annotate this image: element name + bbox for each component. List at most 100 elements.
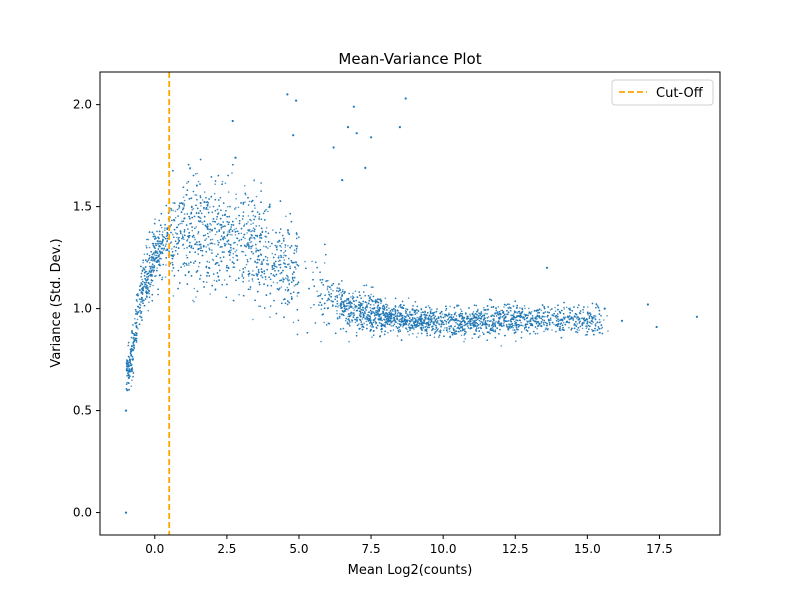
scatter-point (406, 319, 409, 322)
scatter-point (583, 322, 586, 324)
scatter-point (279, 263, 282, 266)
scatter-point (195, 194, 198, 196)
scatter-point (213, 192, 216, 195)
scatter-point (500, 309, 502, 312)
scatter-point (594, 329, 596, 332)
scatter-point (369, 325, 372, 327)
scatter-point (269, 245, 272, 248)
scatter-point (447, 317, 450, 320)
scatter-point (347, 308, 349, 311)
scatter-point (405, 308, 407, 310)
scatter-point (152, 244, 155, 247)
scatter-point (287, 279, 290, 282)
scatter-point (264, 278, 267, 281)
scatter-point (334, 295, 337, 298)
scatter-point (225, 266, 228, 269)
scatter-point (233, 228, 236, 231)
scatter-point (581, 327, 584, 330)
scatter-point (248, 239, 251, 242)
scatter-point (234, 208, 236, 210)
scatter-point (285, 215, 287, 218)
scatter-point (154, 275, 156, 278)
scatter-point (255, 251, 257, 253)
scatter-point (186, 264, 188, 266)
scatter-point (587, 321, 589, 323)
scatter-point (153, 266, 155, 269)
scatter-point (197, 253, 200, 255)
scatter-point (255, 272, 258, 275)
scatter-point (461, 315, 464, 318)
scatter-point (434, 328, 436, 331)
scatter-point (191, 229, 194, 232)
scatter-point (557, 324, 559, 326)
scatter-point (587, 306, 589, 308)
scatter-point (437, 322, 439, 324)
scatter-point (258, 235, 261, 237)
scatter-point (530, 324, 532, 327)
scatter-point (372, 311, 375, 314)
scatter-point (208, 247, 210, 249)
scatter-point (593, 315, 595, 317)
scatter-point (326, 288, 329, 291)
scatter-point (183, 238, 185, 241)
scatter-point (134, 313, 137, 315)
scatter-point (446, 327, 448, 329)
scatter-point (523, 305, 526, 307)
scatter-point (234, 250, 236, 253)
scatter-point (522, 325, 524, 327)
scatter-point (351, 314, 353, 316)
scatter-point (176, 208, 179, 211)
scatter-point (434, 315, 437, 318)
scatter-point (359, 312, 362, 315)
scatter-point (330, 293, 333, 295)
scatter-point (199, 220, 202, 222)
scatter-point (177, 269, 180, 272)
scatter-point (161, 231, 164, 233)
scatter-point (327, 322, 330, 325)
scatter-point (533, 310, 536, 312)
scatter-point (545, 327, 547, 329)
scatter-point (363, 284, 365, 287)
scatter-point (285, 266, 288, 268)
scatter-point (481, 331, 484, 334)
scatter-point (172, 295, 175, 297)
scatter-point (156, 256, 158, 259)
scatter-point (200, 212, 203, 215)
scatter-point (316, 290, 318, 293)
scatter-point (140, 272, 143, 275)
scatter-point (292, 321, 295, 324)
scatter-point (356, 296, 359, 298)
scatter-point (248, 228, 251, 231)
scatter-point (212, 218, 215, 220)
scatter-point (161, 276, 164, 279)
scatter-point (487, 316, 490, 318)
scatter-point (141, 319, 143, 321)
scatter-point (160, 226, 163, 229)
scatter-point (392, 310, 394, 312)
scatter-point (352, 292, 354, 295)
scatter-point (283, 251, 285, 254)
scatter-point (145, 246, 148, 249)
scatter-point (568, 326, 570, 329)
scatter-point (153, 265, 156, 267)
scatter-point (271, 252, 274, 255)
scatter-point (212, 220, 214, 223)
scatter-point (343, 300, 346, 302)
scatter-point (272, 274, 275, 276)
scatter-point (397, 322, 399, 325)
scatter-point (392, 325, 395, 327)
scatter-point (469, 315, 472, 317)
scatter-point (412, 313, 414, 316)
scatter-point (283, 237, 285, 240)
scatter-point (192, 299, 194, 302)
scatter-point (595, 303, 598, 306)
scatter-point (600, 314, 602, 317)
scatter-point (444, 327, 446, 329)
scatter-point (477, 308, 479, 311)
scatter-point (132, 342, 134, 344)
scatter-point (194, 173, 197, 175)
scatter-point (411, 317, 414, 319)
scatter-point (531, 315, 534, 317)
scatter-point (255, 247, 257, 250)
scatter-point (142, 261, 144, 264)
